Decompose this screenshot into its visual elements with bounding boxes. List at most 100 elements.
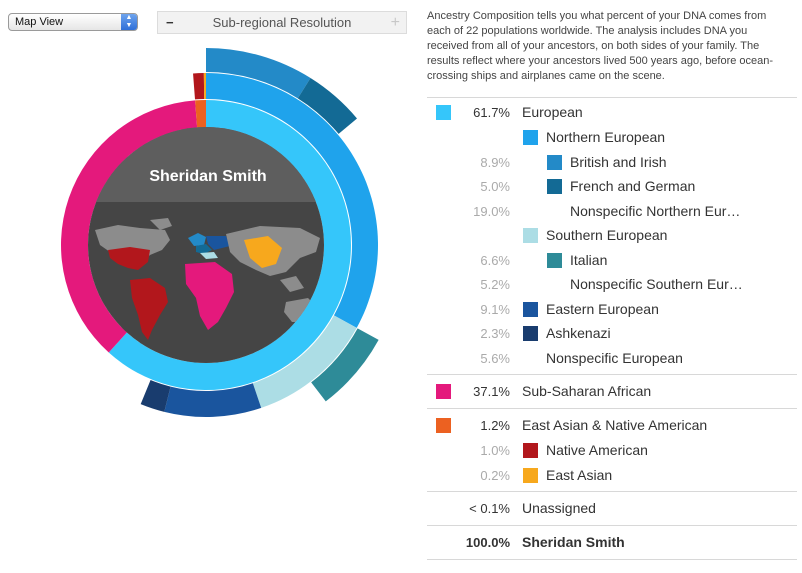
breakdown-row[interactable]: 0.2% East Asian [427,463,797,488]
breakdown-row[interactable]: 9.1% Eastern European [427,297,797,322]
total-label: Sheridan Smith [522,534,625,550]
color-swatch [523,443,538,458]
color-swatch [523,130,538,145]
donut-rings [61,48,379,418]
color-swatch [436,384,451,399]
breakdown-percent: < 0.1% [469,501,510,516]
breakdown-row[interactable]: 1.0% Native American [427,438,797,463]
ancestry-description: Ancestry Composition tells you what perc… [427,10,774,82]
eastern-european-segment[interactable] [164,383,262,418]
center-name-label: Sheridan Smith [149,168,266,185]
map-se-asia [280,276,304,292]
breakdown-row[interactable]: 2.3% Ashkenazi [427,321,797,346]
decrease-resolution-button[interactable]: − [166,15,174,30]
french-and-german-segment[interactable] [297,78,357,134]
breakdown-percent: 8.9% [480,154,510,170]
map-greenland [150,218,172,230]
breakdown-label: Sub-Saharan African [522,383,652,399]
breakdown-percent: 9.1% [480,301,510,317]
breakdown-row[interactable]: 6.6% Italian [427,248,797,273]
breakdown-row[interactable]: 5.2% Nonspecific Southern Eur… [427,272,797,297]
southern-european-segment[interactable] [252,315,357,408]
ancestry-donut-chart: Sheridan Smith [61,48,379,418]
breakdown-row[interactable]: 8.9% British and Irish [427,150,797,175]
map-north-america [95,225,170,265]
ashkenazi-segment[interactable] [140,380,171,412]
unassigned-group: < 0.1% Unassigned [427,491,797,525]
east-asian-segment[interactable] [203,73,206,100]
color-swatch [547,252,562,268]
color-swatch [436,418,451,433]
breakdown-label: Nonspecific Northern Eur… [570,202,741,219]
european-segment[interactable] [108,100,352,391]
increase-resolution-button[interactable]: + [390,14,400,31]
northern-european-segment[interactable] [206,73,379,328]
african-group: 37.1% Sub-Saharan African [427,374,797,408]
breakdown-percent: 61.7% [473,105,510,120]
breakdown-percent: 5.2% [480,277,510,292]
ancestry-breakdown: 61.7% European Northern European 8.9% Britis… [427,97,797,560]
map-europe-south [200,252,218,259]
breakdown-label: Southern European [546,227,668,243]
sub-saharan-african-segment[interactable] [61,100,198,353]
breakdown-percent: 19.0% [473,203,510,219]
color-swatch [547,179,562,194]
breakdown-label: Ashkenazi [546,325,611,341]
european-group: 61.7% European Northern European 8.9% Britis… [427,97,797,374]
native-american-segment[interactable] [193,73,205,100]
map-east-asia-highlight [244,236,282,268]
breakdown-label: French and German [570,178,696,194]
map-view-select[interactable]: Map View ▲ ▼ [8,13,138,31]
color-swatch [523,326,538,341]
breakdown-label: Unassigned [522,500,596,516]
breakdown-row[interactable]: Northern European [427,125,797,150]
world-map [95,218,320,340]
breakdown-percent: 1.2% [480,418,510,433]
breakdown-row[interactable]: 1.2% East Asian & Native American [427,413,797,438]
italian-segment[interactable] [311,328,379,402]
breakdown-label: Native American [546,442,648,458]
breakdown-row[interactable]: 19.0% Nonspecific Northern Eur… [427,199,797,224]
color-swatch [547,154,562,170]
breakdown-label: European [522,104,583,120]
color-swatch [523,301,538,317]
breakdown-row[interactable]: 5.0% French and German [427,174,797,199]
east-asian-native-american-segment[interactable] [195,100,206,128]
breakdown-percent: 6.6% [480,252,510,268]
breakdown-percent: 5.6% [480,350,510,366]
asian-native-group: 1.2% East Asian & Native American 1.0% Nati… [427,408,797,491]
map-usa-highlight [108,247,150,270]
breakdown-row[interactable]: 61.7% European [427,100,797,125]
breakdown-label: Eastern European [546,300,659,317]
breakdown-percent: 37.1% [473,384,510,399]
breakdown-row[interactable]: Southern European [427,223,797,248]
map-africa [185,262,234,330]
breakdown-label: East Asian & Native American [522,417,708,433]
breakdown-label: Northern European [546,129,666,145]
total-row-inner: 100.0% Sheridan Smith [427,530,797,555]
british-and-irish-segment[interactable] [206,48,311,99]
breakdown-label: Nonspecific European [546,349,683,366]
total-percent: 100.0% [465,535,510,550]
breakdown-row[interactable]: < 0.1% Unassigned [427,496,797,521]
breakdown-label: British and Irish [570,153,667,170]
total-row: 100.0% Sheridan Smith [427,525,797,560]
map-europe-east [206,236,230,250]
breakdown-percent: 0.2% [480,467,510,483]
map-europe-west [196,244,212,254]
breakdown-percent: 5.0% [480,179,510,194]
map-view-select-value: Map View [15,16,64,28]
color-swatch [436,105,451,120]
resolution-label: Sub-regional Resolution [212,15,352,30]
map-europe-north [188,233,206,246]
breakdown-label: East Asian [546,466,613,483]
select-arrows-icon: ▲ ▼ [121,14,137,30]
color-swatch [523,467,538,483]
breakdown-row[interactable]: 37.1% Sub-Saharan African [427,379,797,404]
breakdown-percent: 2.3% [480,326,510,341]
breakdown-row[interactable]: 5.6% Nonspecific European [427,346,797,371]
breakdown-label: Italian [570,251,608,268]
resolution-control: − Sub-regional Resolution + [157,11,407,34]
map-south-america [130,278,168,340]
breakdown-percent: 1.0% [480,443,510,458]
